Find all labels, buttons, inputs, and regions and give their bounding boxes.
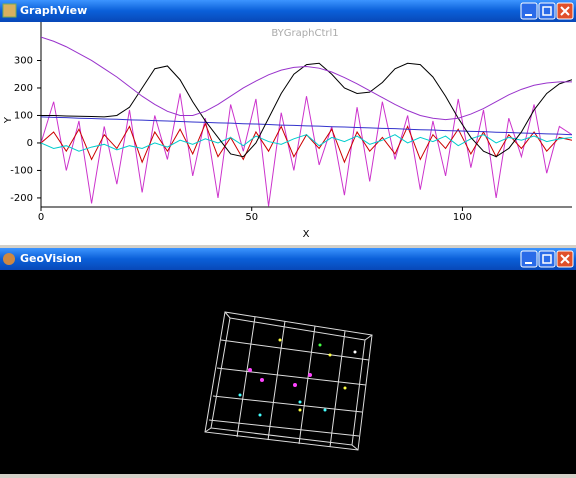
plot [41,36,572,207]
window-title: GraphView [20,4,87,17]
series-line [41,116,572,136]
scatter-points [238,338,357,417]
y-tick-label: 100 [14,110,33,121]
chart-title: BYGraphCtrl1 [271,28,338,39]
window-buttons [520,2,574,20]
graph-client [0,22,576,245]
y-tick-label: -100 [10,165,33,176]
series-line [41,93,572,207]
geo-client [0,270,576,474]
y-tick-label: -200 [10,193,33,204]
x-tick-label: 50 [245,212,258,223]
minimize-button[interactable] [520,250,538,268]
y-tick-label: 0 [27,138,33,149]
x-tick-label: 100 [453,212,472,223]
window-buttons [520,250,574,268]
window-icon [3,253,15,265]
minimize-button[interactable] [520,2,538,20]
maximize-button[interactable] [538,2,556,20]
wireframe-box [204,311,373,451]
x-axis-label: X [303,229,310,240]
title-bar [0,248,576,270]
maximize-button[interactable] [538,250,556,268]
y-tick-label: 300 [14,55,33,66]
y-tick-label: 200 [14,83,33,94]
window-title: GeoVision [20,252,82,265]
y-axis-label: Y [3,116,14,124]
series-line [41,62,572,158]
title-bar [0,0,576,22]
series-line [41,134,572,152]
series-line [41,36,572,121]
x-tick-label: 0 [38,212,44,223]
window-icon [2,3,17,18]
